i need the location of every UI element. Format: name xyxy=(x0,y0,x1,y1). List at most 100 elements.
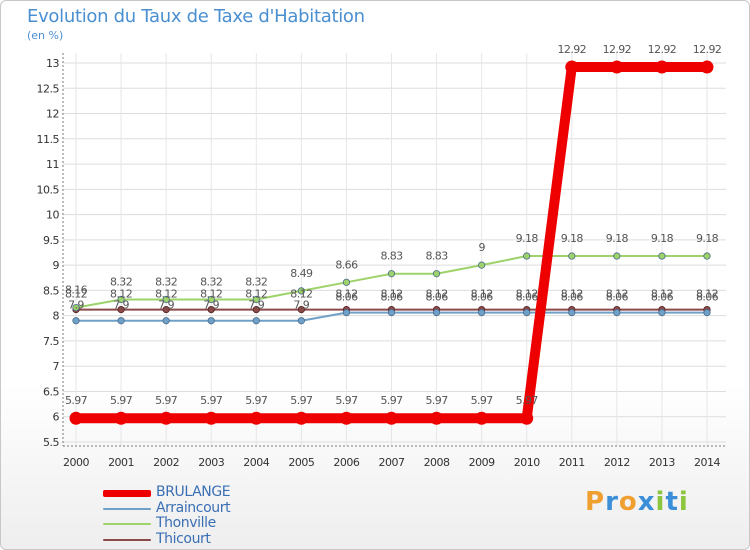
data-point xyxy=(568,252,576,260)
data-label: 9.18 xyxy=(561,232,584,245)
x-tick-label: 2002 xyxy=(153,456,179,469)
logo-letter: P xyxy=(585,487,606,517)
data-label: 8.32 xyxy=(245,275,267,288)
data-label: 8.12 xyxy=(380,288,402,301)
data-point xyxy=(162,295,170,304)
chart-legend: BRULANGE Arraincourt Thonville Thicourt xyxy=(103,484,343,547)
data-label: 8.12 xyxy=(471,288,493,301)
x-tick-label: 2003 xyxy=(198,456,224,469)
legend-item: Thonville xyxy=(103,515,343,532)
data-point xyxy=(385,411,398,425)
legend-swatch xyxy=(103,523,151,525)
data-label: 12.92 xyxy=(603,43,632,56)
y-tick-label: 11.5 xyxy=(37,133,60,146)
data-point xyxy=(658,252,666,260)
x-tick-label: 2000 xyxy=(63,456,89,469)
data-label: 9.18 xyxy=(516,232,539,245)
data-point xyxy=(162,317,170,325)
data-label: 8.12 xyxy=(516,288,538,301)
data-label: 8.06 xyxy=(606,291,629,304)
data-point xyxy=(432,270,441,278)
data-label: 8.06 xyxy=(516,291,539,304)
legend-label: BRULANGE xyxy=(156,484,231,500)
data-label: 8.06 xyxy=(380,291,403,304)
data-point xyxy=(114,411,128,425)
data-label: 8.49 xyxy=(290,267,313,280)
data-point xyxy=(430,411,444,425)
x-tick-label: 2006 xyxy=(333,456,359,469)
legend-swatch xyxy=(103,489,151,497)
data-label: 8.66 xyxy=(335,258,358,271)
data-label: 7.9 xyxy=(203,299,219,312)
data-label: 5.97 xyxy=(245,394,268,407)
legend-item: BRULANGE xyxy=(103,484,343,501)
y-tick-label: 10 xyxy=(46,209,59,222)
proxiti-logo: Proxiti xyxy=(585,487,689,517)
data-label: 5.97 xyxy=(65,394,88,407)
logo-letter: i xyxy=(655,487,666,517)
data-label: 5.97 xyxy=(471,394,494,407)
data-point xyxy=(432,309,441,317)
data-label: 8.12 xyxy=(65,288,87,301)
data-label: 8.32 xyxy=(110,275,132,288)
data-point xyxy=(252,306,260,314)
data-label: 8.12 xyxy=(426,288,448,301)
x-tick-label: 2008 xyxy=(424,456,450,469)
chart-title: Evolution du Taux de Taxe d'Habitation xyxy=(27,6,365,27)
data-point xyxy=(658,309,666,317)
data-point xyxy=(568,309,576,317)
data-label: 7.9 xyxy=(68,299,84,312)
x-tick-label: 2013 xyxy=(649,456,675,469)
data-label: 9.18 xyxy=(696,232,719,245)
legend-swatch xyxy=(103,538,151,541)
data-label: 8.83 xyxy=(426,250,449,263)
data-point xyxy=(117,306,125,314)
x-tick-label: 2010 xyxy=(514,456,540,469)
data-point xyxy=(700,60,714,74)
y-tick-label: 12.5 xyxy=(37,82,60,95)
data-label: 8.06 xyxy=(426,291,449,304)
y-tick-label: 7 xyxy=(53,360,60,373)
data-label: 12.92 xyxy=(558,43,587,56)
data-label: 9.18 xyxy=(651,232,674,245)
data-label: 8.06 xyxy=(696,291,719,304)
y-tick-label: 8 xyxy=(53,310,60,323)
data-point xyxy=(520,411,534,425)
logo-letter: o xyxy=(618,487,638,517)
data-point xyxy=(610,60,624,74)
data-label: 5.97 xyxy=(516,394,539,407)
data-label: 7.9 xyxy=(294,299,310,312)
data-label: 7.9 xyxy=(248,299,264,312)
data-label: 8.06 xyxy=(471,291,494,304)
data-point xyxy=(703,252,711,260)
legend-label: Thicourt xyxy=(156,530,211,547)
data-point xyxy=(207,295,215,304)
data-label: 5.97 xyxy=(110,394,133,407)
logo-letter: x xyxy=(637,487,656,517)
data-label: 8.12 xyxy=(606,288,628,301)
data-label: 9 xyxy=(478,241,485,254)
data-point xyxy=(252,317,260,325)
data-point xyxy=(387,309,396,317)
data-label: 8.12 xyxy=(245,288,267,301)
data-point xyxy=(478,261,486,269)
data-point xyxy=(159,411,173,425)
data-label: 8.06 xyxy=(335,291,358,304)
data-label: 5.97 xyxy=(335,394,358,407)
y-tick-label: 6 xyxy=(53,411,60,424)
data-point xyxy=(207,306,215,314)
legend-label: Thonville xyxy=(156,515,216,531)
data-point xyxy=(252,295,260,304)
data-label: 8.12 xyxy=(561,288,583,301)
logo-letter: i xyxy=(678,487,689,517)
legend-item: Arraincourt xyxy=(103,500,343,517)
data-label: 8.06 xyxy=(561,291,584,304)
data-label: 7.9 xyxy=(113,299,129,312)
data-point xyxy=(478,309,486,317)
data-point xyxy=(613,309,621,317)
x-tick-label: 2007 xyxy=(379,456,405,469)
y-tick-label: 13 xyxy=(46,57,59,70)
data-point xyxy=(249,411,263,425)
